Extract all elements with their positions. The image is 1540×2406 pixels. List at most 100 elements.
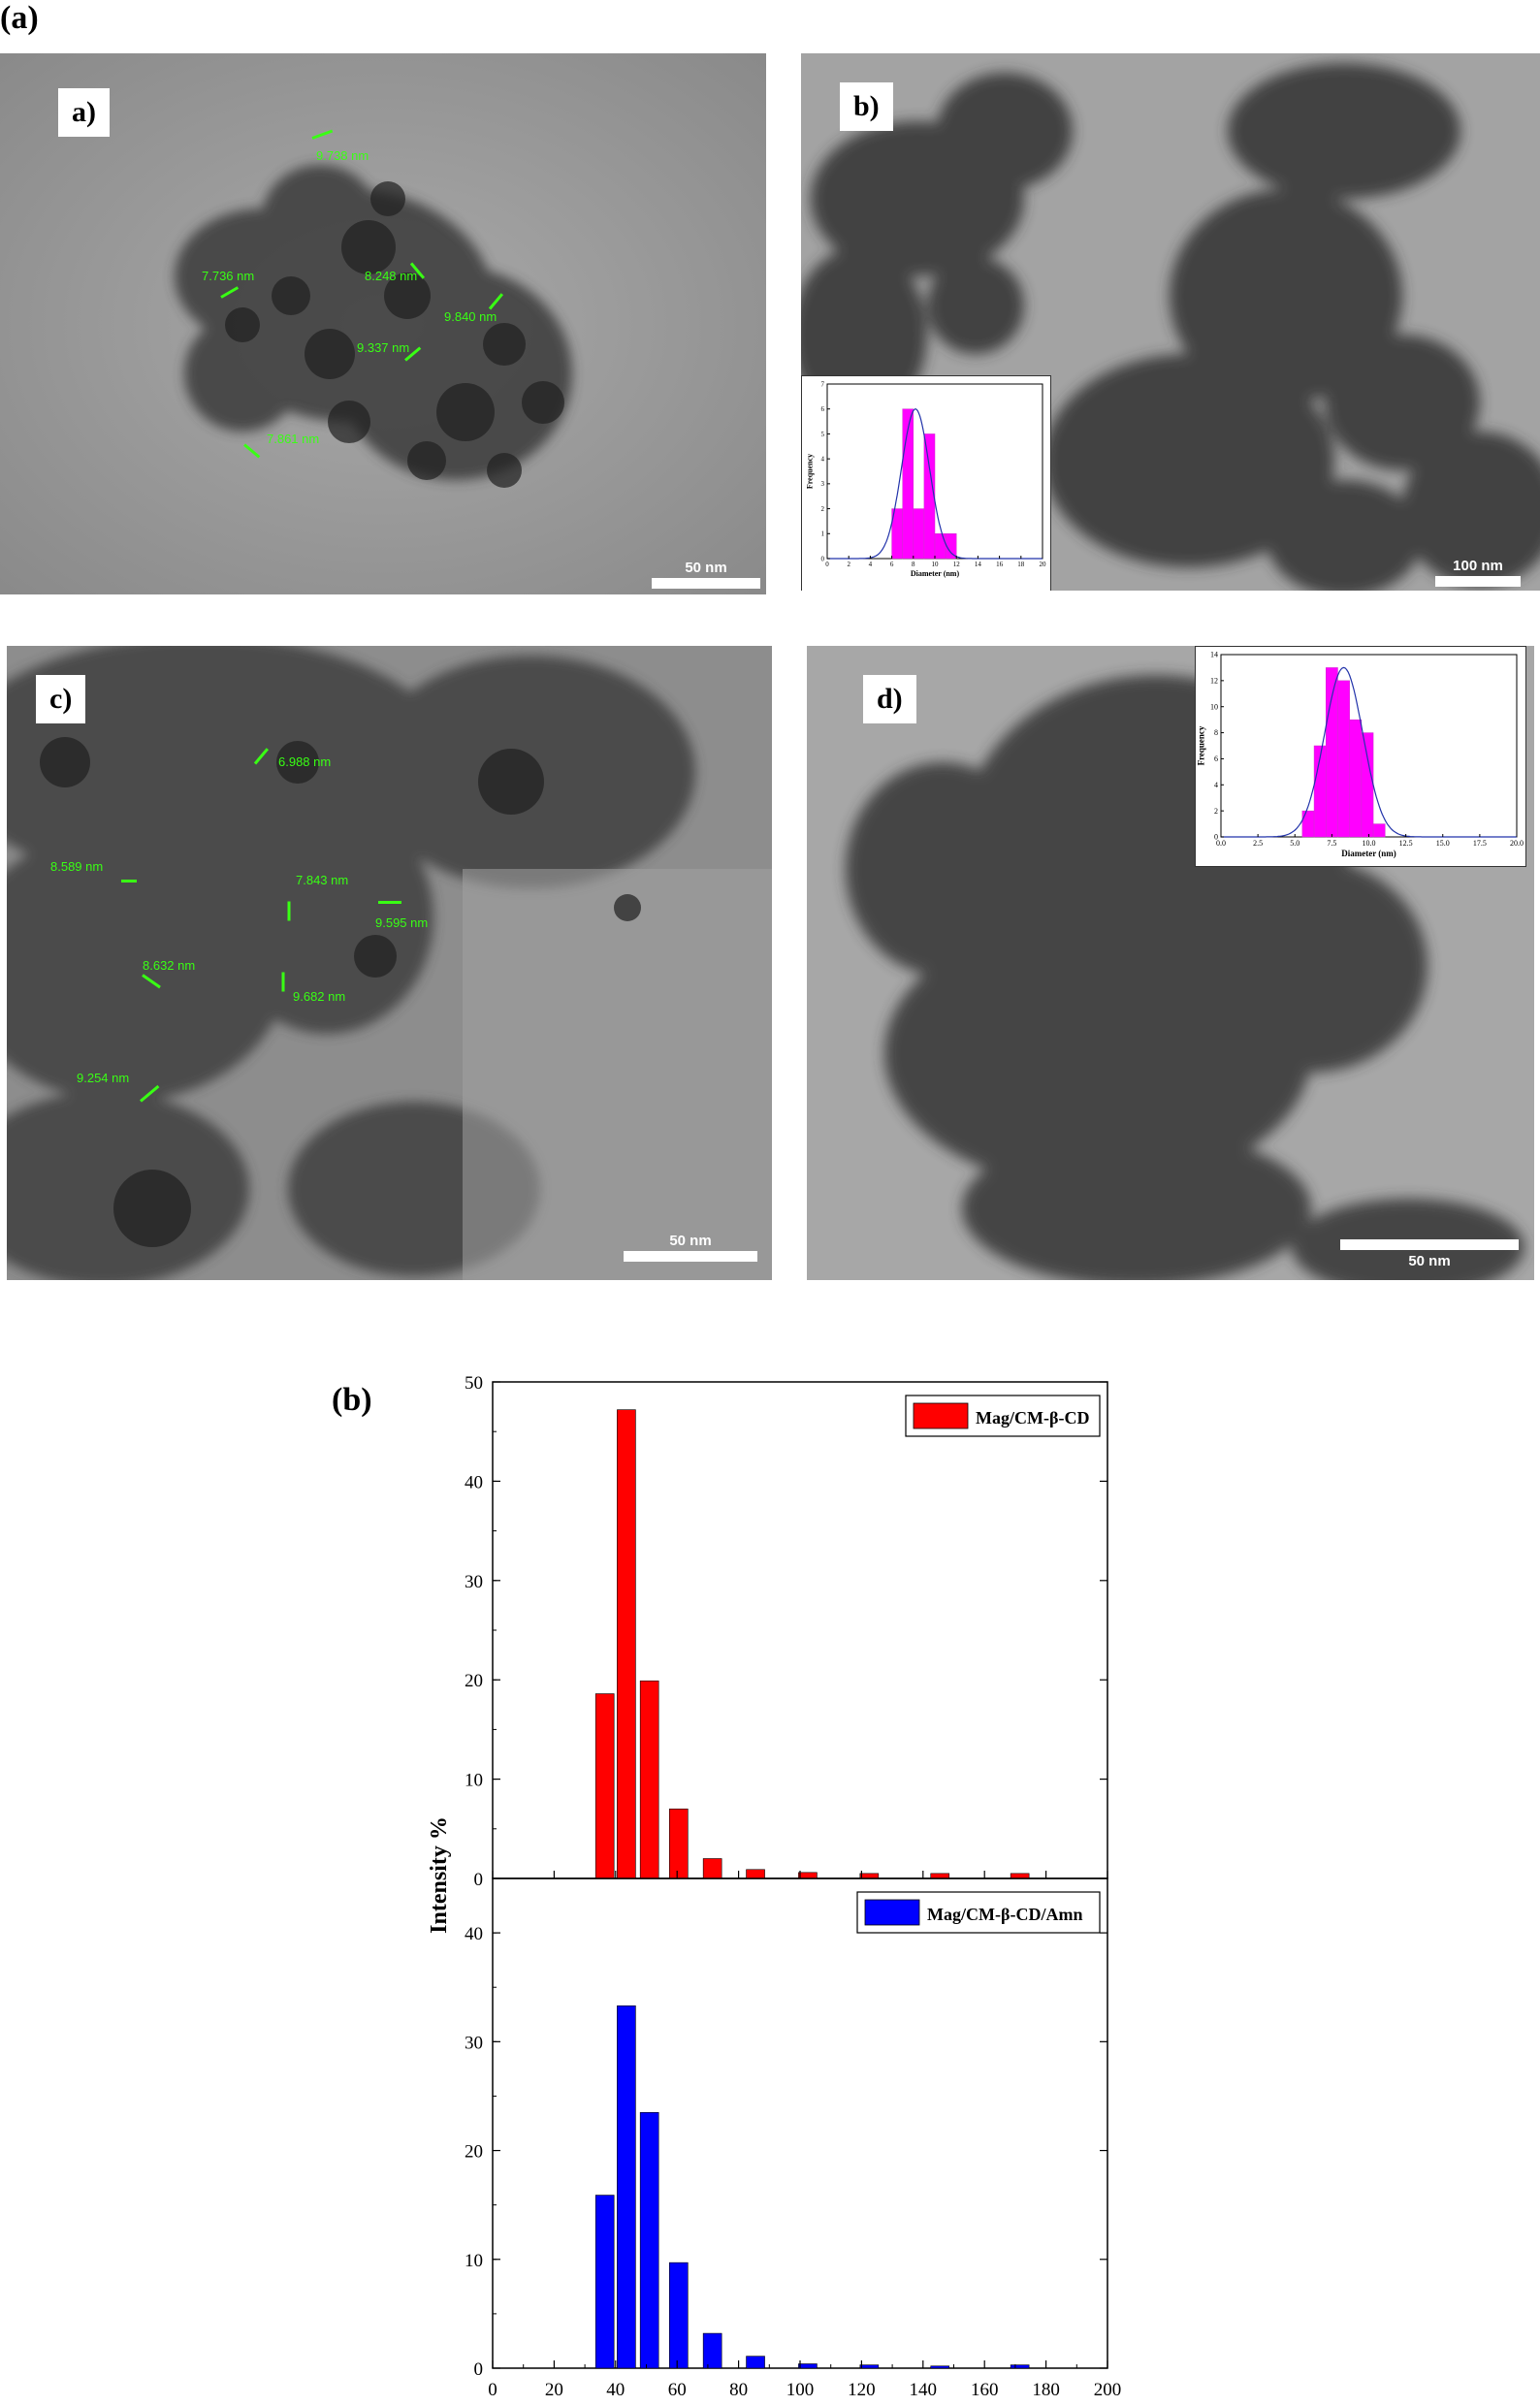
intensity-bar: [594, 2195, 615, 2369]
inset-histogram-d-plot: 0.0 2.5 5.0 7.5 10.0 12.5 15.0 17.5 20.0 0 2 4 6 8 10 1…: [1196, 651, 1524, 858]
x-tick-label: 80: [729, 2380, 748, 2400]
y-tick-label: 4: [1214, 781, 1218, 789]
y-tick-label: 30: [465, 2033, 483, 2053]
x-tick-label: 18: [1017, 561, 1025, 568]
legend-label: Mag/CM-β-CD/Amn: [927, 1905, 1082, 1924]
x-tick-label: 15.0: [1436, 839, 1450, 848]
plot-frame: [492, 1877, 1108, 2369]
measurement-label: 8.248 nm: [365, 269, 418, 283]
x-tick-label: 2: [847, 561, 850, 568]
x-tick-label: 180: [1032, 2380, 1060, 2400]
x-tick-label: 12.5: [1399, 839, 1413, 848]
histogram-bar: [902, 408, 914, 560]
x-tick-label: 2.5: [1253, 839, 1263, 848]
intensity-bar: [746, 1869, 765, 1879]
tem-panel-b: b) 100 nm 0 2 4 6 8 10 12 14 16 18 20 0 1 2 3 4 5 6 7 Diame…: [801, 53, 1540, 591]
scale-text-a: 50 nm: [685, 560, 727, 576]
measurement-label: 6.988 nm: [278, 754, 332, 769]
x-tick-label: 60: [668, 2380, 687, 2400]
histogram-bar: [923, 433, 936, 560]
intensity-bar: [702, 2332, 722, 2369]
y-tick-label: 20: [465, 2142, 483, 2163]
x-tick-label: 0: [825, 561, 829, 568]
y-tick-label: 4: [821, 455, 825, 463]
y-tick-label: 40: [465, 1924, 483, 1944]
y-tick-label: 2: [1214, 807, 1218, 816]
scale-bar-d: [1340, 1239, 1519, 1250]
measurement-label: 9.595 nm: [375, 915, 429, 930]
scale-text-d: 50 nm: [1408, 1253, 1451, 1269]
measurement-label: 9.254 nm: [77, 1071, 130, 1085]
x-tick-label: 16: [996, 561, 1004, 568]
y-tick-label: 0: [474, 1870, 484, 1890]
y-tick-label: 3: [821, 480, 825, 488]
x-tick-label: 0.0: [1216, 839, 1226, 848]
x-tick-label: 100: [786, 2380, 815, 2400]
measurement-label: 7.736 nm: [202, 269, 255, 283]
y-tick-label: 30: [465, 1572, 483, 1592]
measurement-label: 8.632 nm: [143, 958, 196, 973]
x-tick-label: 140: [910, 2380, 938, 2400]
measure-line: [281, 972, 285, 992]
histogram-bar: [1372, 823, 1386, 838]
measure-line: [378, 901, 401, 904]
y-tick-label: 1: [821, 530, 825, 538]
panel-label-c: c): [36, 675, 86, 723]
intensity-bar: [639, 2111, 659, 2369]
y-tick-label: 2: [821, 505, 825, 513]
x-tick-label: 160: [971, 2380, 999, 2400]
x-tick-label: 4: [869, 561, 873, 568]
x-tick-label: 0: [488, 2380, 497, 2400]
x-tick-label: 20: [1040, 561, 1047, 568]
panel-label-d: d): [863, 675, 916, 723]
x-axis-title: Diameter (nm): [1341, 849, 1396, 858]
y-tick-label: 7: [821, 380, 825, 388]
intensity-bar: [746, 2356, 765, 2369]
intensity-bar: [930, 1873, 950, 1879]
figure-label-a: (a): [0, 0, 39, 36]
gaussian-fit-line: [827, 408, 1043, 560]
y-tick-label: 0: [821, 555, 825, 562]
legend-box: [905, 1395, 1101, 1437]
inset-histogram-b: 0 2 4 6 8 10 12 14 16 18 20 0 1 2 3 4 5 6 7 Diameter (nm) Fr…: [801, 375, 1051, 591]
measure-line: [121, 880, 137, 882]
intensity-bar: [1010, 1873, 1030, 1879]
y-tick-label: 50: [465, 1373, 483, 1394]
measurement-label: 9.682 nm: [293, 989, 346, 1004]
scale-text-b: 100 nm: [1453, 558, 1503, 574]
x-tick-label: 20.0: [1510, 839, 1524, 848]
intensity-bar: [668, 2262, 689, 2369]
legend-box: [856, 1891, 1101, 1934]
y-axis-title: Intensity %: [427, 1816, 452, 1934]
y-tick-label: 40: [465, 1472, 483, 1492]
tem-panel-a: a) 50 nm 9.738 nm 7.736 nm 8.248 nm 9.84…: [0, 53, 766, 594]
intensity-bar: [594, 1693, 615, 1879]
x-tick-label: 10.0: [1363, 839, 1376, 848]
y-tick-label: 10: [465, 2251, 483, 2271]
scale-bar-a: [652, 578, 760, 589]
tem-panel-c: c) 50 nm 6.988 nm 8.589 nm 7.843 nm 9.59…: [7, 646, 772, 1280]
x-tick-label: 6: [890, 561, 894, 568]
y-tick-label: 20: [465, 1671, 483, 1691]
y-tick-label: 8: [1214, 728, 1218, 737]
histogram-bar: [1326, 667, 1338, 838]
y-axis-title: Frequency: [1196, 725, 1205, 765]
measurement-label: 7.843 nm: [296, 873, 349, 887]
y-tick-label: 6: [821, 405, 825, 413]
intensity-bar: [930, 2365, 950, 2369]
histogram-bar: [934, 533, 946, 560]
tem-image-b: [801, 53, 1540, 591]
measurement-label: 9.337 nm: [357, 340, 410, 355]
legend-label: Mag/CM-β-CD: [976, 1408, 1089, 1428]
scale-bar-c: [624, 1251, 757, 1262]
y-tick-label: 0: [1214, 833, 1218, 842]
x-tick-label: 200: [1094, 2380, 1122, 2400]
inset-histogram-d: 0.0 2.5 5.0 7.5 10.0 12.5 15.0 17.5 20.0 0 2 4 6 8 10 1…: [1195, 646, 1526, 867]
plot-frame: [492, 1381, 1108, 1879]
scale-text-c: 50 nm: [669, 1233, 712, 1249]
measurement-label: 9.738 nm: [316, 148, 369, 163]
intensity-bar: [639, 1680, 659, 1879]
histogram-bar: [913, 508, 925, 560]
measurement-label: 8.589 nm: [50, 859, 104, 874]
